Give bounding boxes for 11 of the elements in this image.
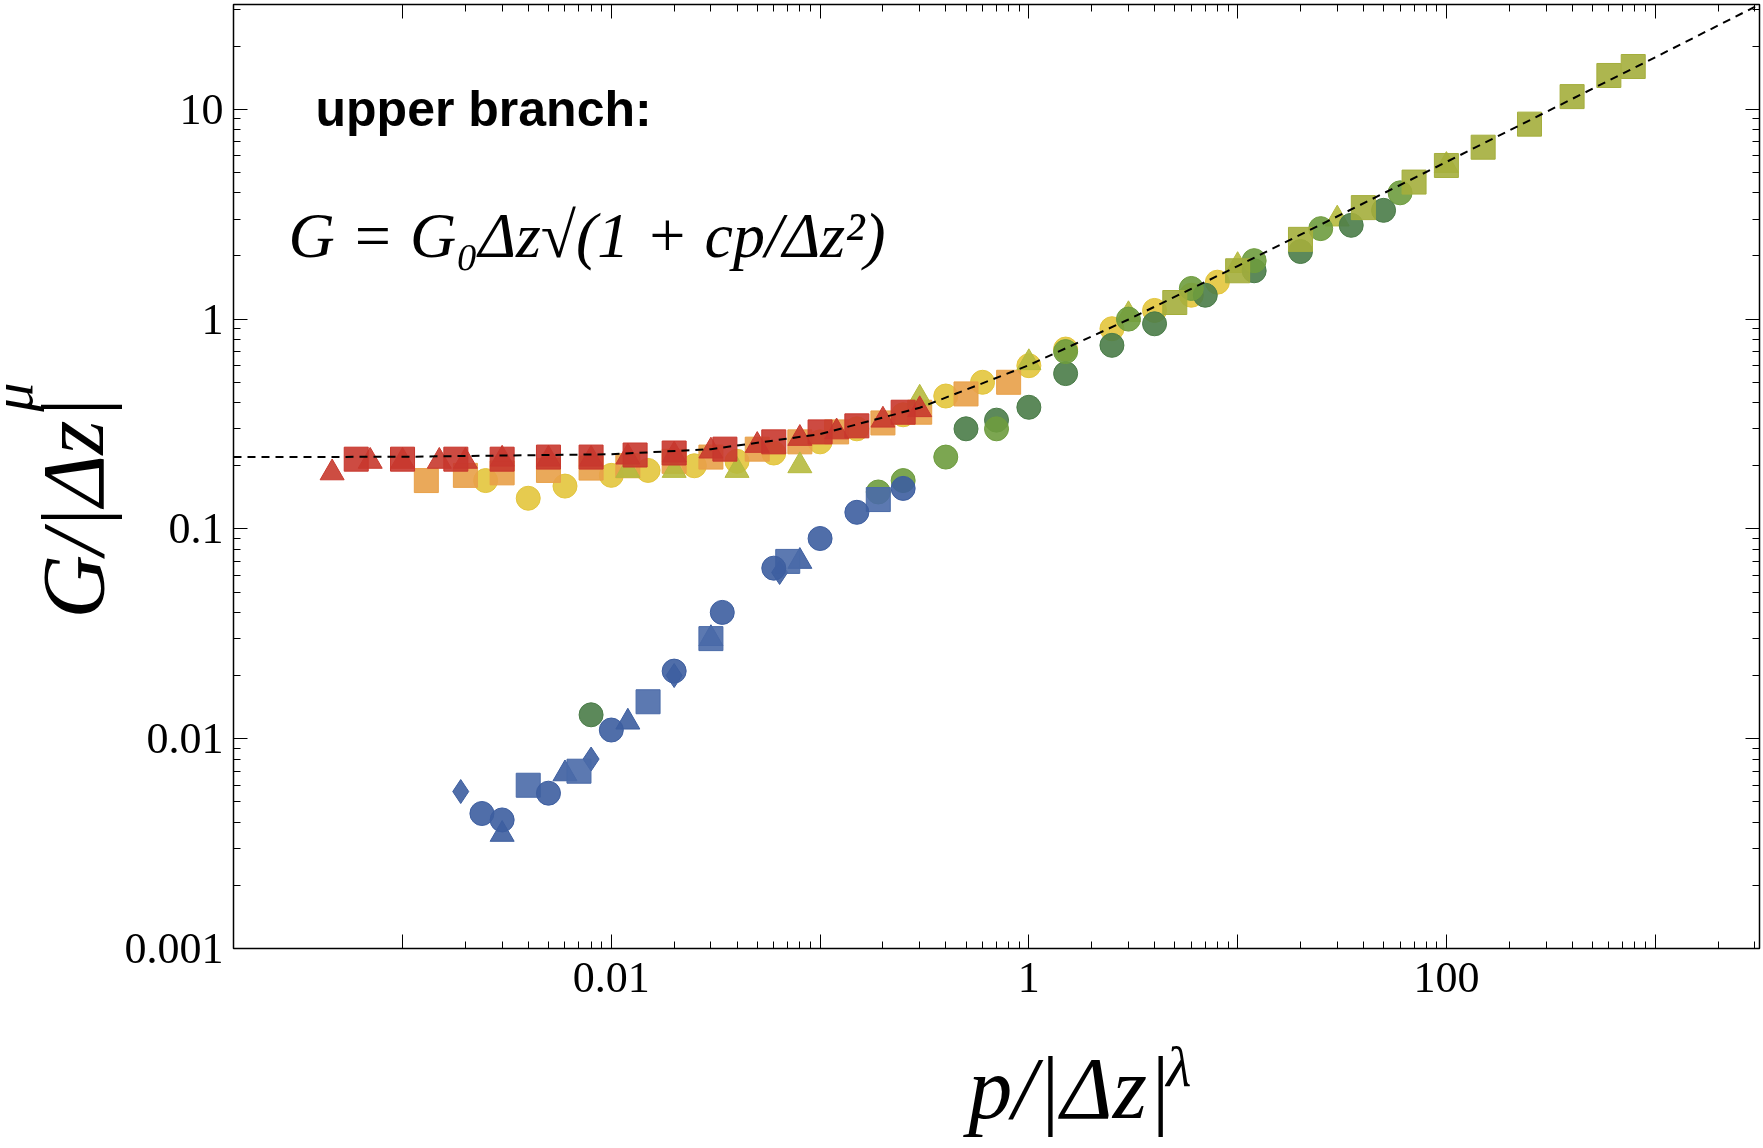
annotation: G = G₀Δz√(1 + cp/Δz²) bbox=[288, 199, 886, 271]
y-tick-label: 1 bbox=[201, 294, 224, 344]
x-tick-label: 0.01 bbox=[572, 952, 650, 1002]
y-axis-title: G/|Δz|μ bbox=[0, 382, 122, 619]
annotation: upper branch: bbox=[315, 80, 652, 137]
y-tick-label: 0.01 bbox=[146, 714, 224, 764]
x-tick-label: 100 bbox=[1413, 952, 1480, 1002]
y-tick-label: 0.1 bbox=[168, 504, 224, 554]
y-tick-label: 0.001 bbox=[124, 924, 224, 973]
x-tick-label: 1 bbox=[1017, 952, 1040, 1002]
y-tick-label: 10 bbox=[179, 84, 224, 134]
